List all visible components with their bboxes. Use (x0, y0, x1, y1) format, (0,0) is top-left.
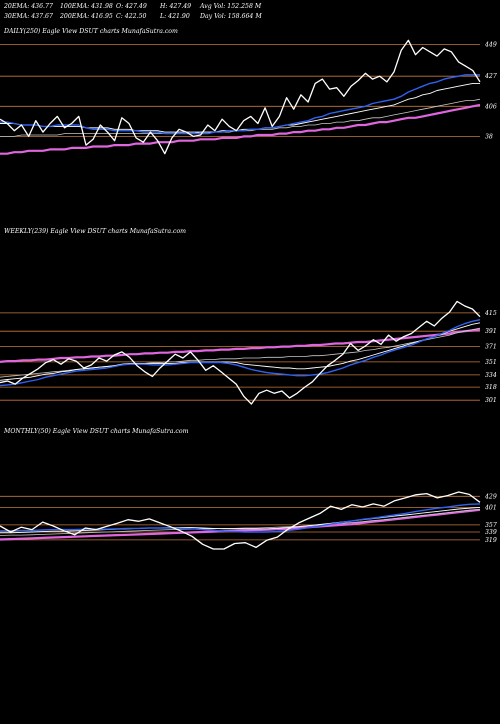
header-close: C: 422.50 (116, 13, 146, 20)
monthly-ema100-line (0, 509, 481, 536)
weekly-level-label-2: 371 (485, 344, 497, 351)
header-high: H: 427.49 (159, 3, 191, 10)
weekly-level-label-0: 415 (484, 310, 497, 317)
weekly-level-label-4: 334 (485, 372, 497, 379)
monthly-ema30-line (0, 506, 481, 534)
daily-level-label-1: 427 (484, 73, 497, 80)
header-ema100: 100EMA: 431.98 (60, 3, 113, 10)
monthly-level-label-3: 339 (485, 529, 497, 536)
monthly-level-label-1: 401 (484, 504, 497, 511)
daily-ema20-line (0, 74, 480, 135)
monthly-level-label-4: 319 (485, 537, 497, 544)
monthly-ema200-line (0, 508, 481, 541)
daily-ema200-line (0, 103, 481, 155)
header-low: L: 421.90 (159, 13, 190, 20)
weekly-price-line (0, 300, 481, 405)
daily-panel: DAILY(250) Eagle View DSUT charts Munafa… (0, 28, 497, 155)
header-day-vol: Day Vol: 158.664 M (199, 13, 262, 20)
monthly-ema20-line (0, 503, 481, 533)
monthly-panel: MONTHLY(50) Eagle View DSUT charts Munaf… (0, 428, 497, 550)
daily-level-label-3: 38 (485, 133, 493, 140)
monthly-price-line (0, 491, 481, 550)
monthly-level-label-2: 357 (485, 522, 497, 529)
header-ema30: 30EMA: 437.67 (4, 13, 53, 20)
header-avg-vol: Avg Vol: 152.258 M (199, 3, 262, 10)
header-ema20: 20EMA: 436.77 (3, 3, 53, 10)
header-open: O: 427.49 (116, 3, 147, 10)
weekly-level-label-3: 351 (485, 359, 497, 366)
monthly-panel-title: MONTHLY(50) Eagle View DSUT charts Munaf… (3, 428, 189, 435)
weekly-ema20-line (0, 319, 481, 387)
daily-price-line (0, 39, 481, 155)
header: 20EMA: 436.77 100EMA: 431.98 O: 427.49 H… (3, 3, 262, 20)
daily-level-label-2: 406 (484, 103, 497, 110)
daily-level-label-0: 449 (484, 42, 497, 49)
weekly-level-label-5: 318 (485, 384, 497, 391)
weekly-ema30-line (0, 322, 481, 381)
weekly-panel-title: WEEKLY(239) Eagle View DSUT charts Munaf… (4, 228, 186, 235)
monthly-level-label-0: 429 (484, 493, 497, 500)
header-ema200: 200EMA: 416.95 (59, 13, 113, 20)
daily-panel-title: DAILY(250) Eagle View DSUT charts Munafa… (3, 28, 178, 35)
weekly-panel: WEEKLY(239) Eagle View DSUT charts Munaf… (0, 228, 497, 405)
weekly-level-label-6: 301 (485, 397, 497, 404)
weekly-level-label-1: 391 (485, 328, 497, 335)
